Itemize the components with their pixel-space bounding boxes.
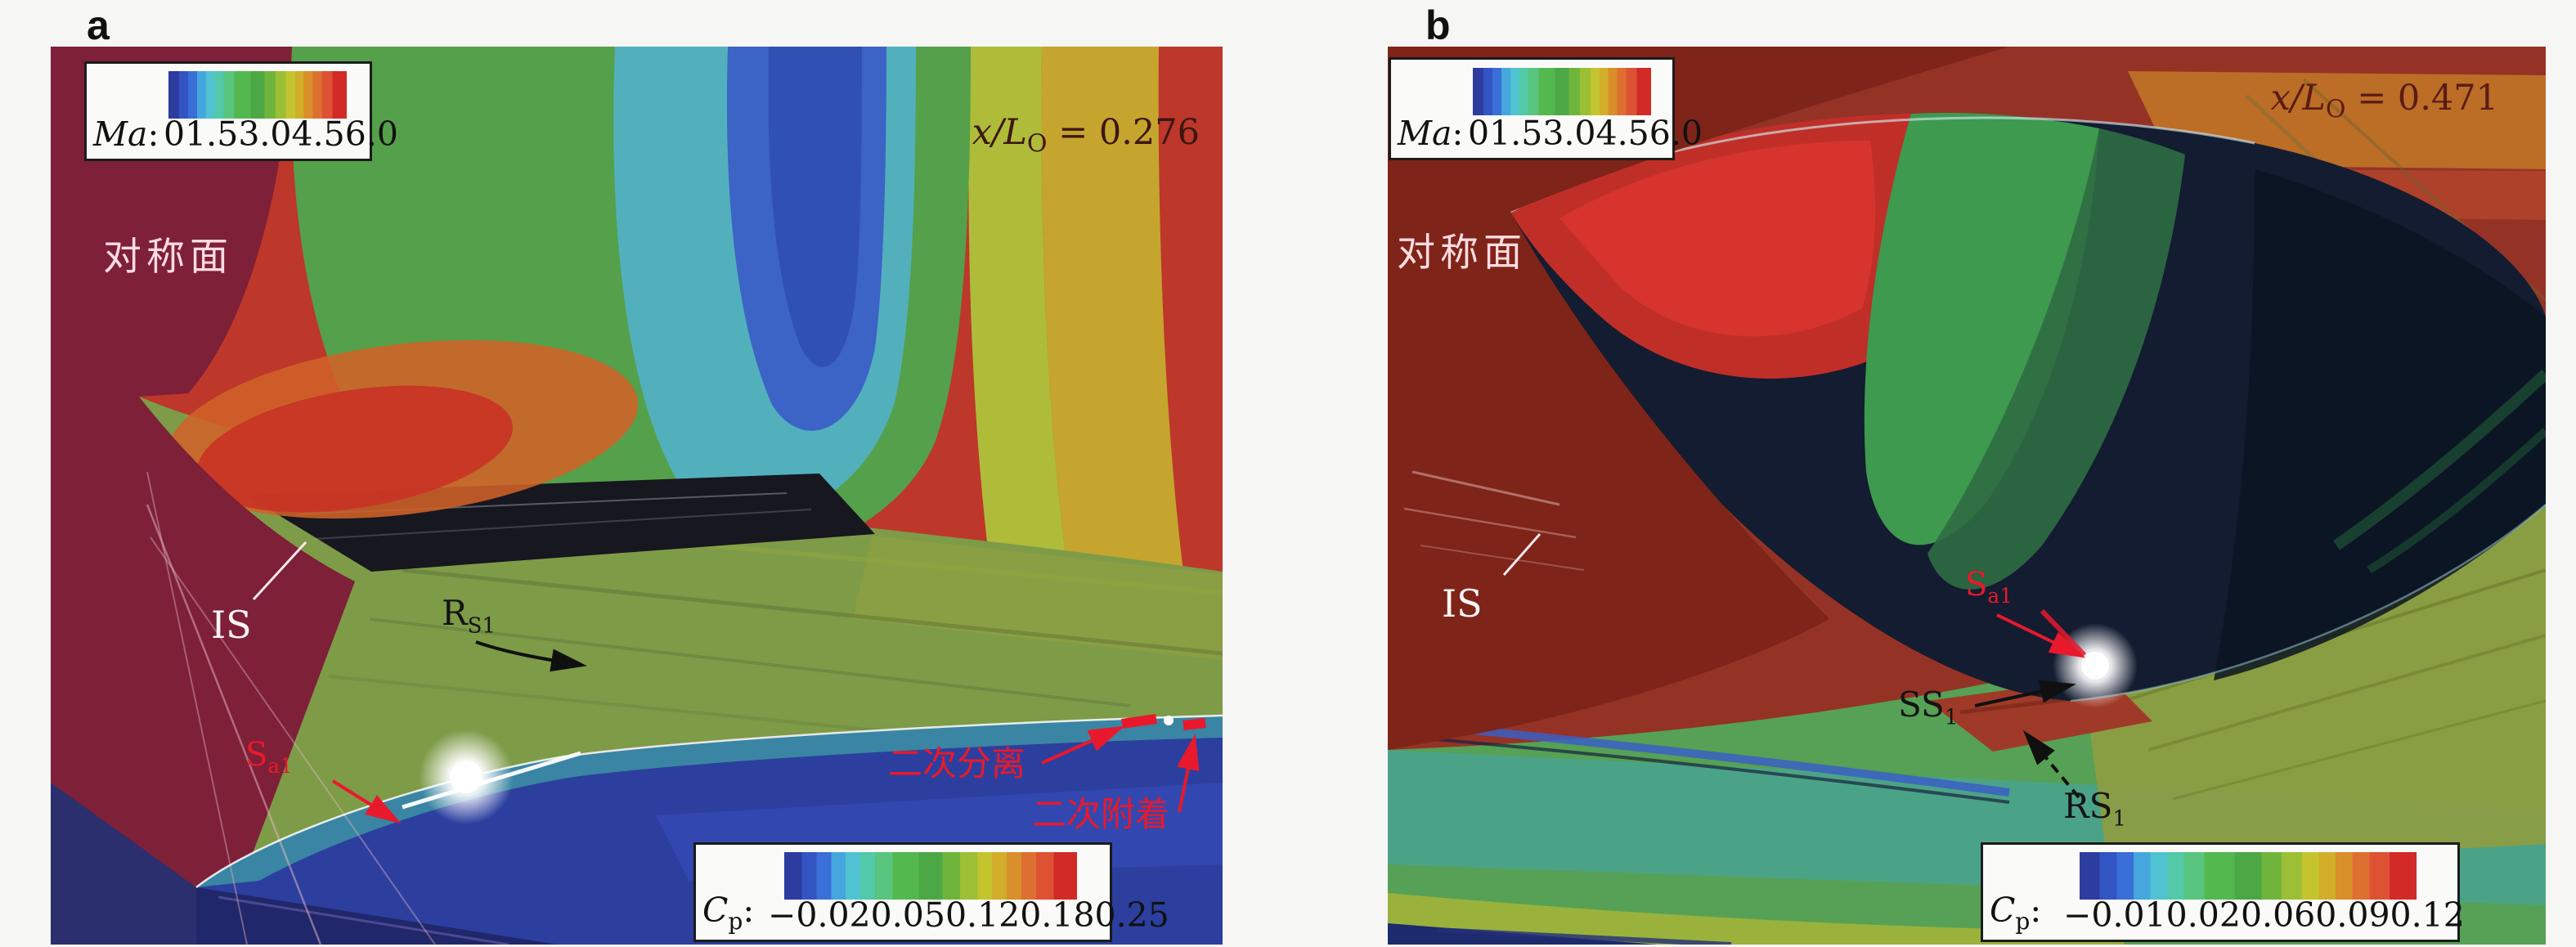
tick: 4.5	[1595, 114, 1649, 153]
sa1-arrow	[1996, 613, 2086, 658]
tick: 0	[164, 114, 186, 154]
tick: 0.18	[1020, 895, 1095, 935]
ma-legend-ticks: 0 1.5 3.0 4.5 6.0	[164, 114, 398, 154]
tick: 0.02	[2165, 895, 2241, 935]
tick: 0.05	[870, 895, 945, 935]
secondary-attachment-arrow	[1177, 734, 1200, 813]
secondary-separation-arrow	[1041, 725, 1125, 765]
ma-legend-label: Ma:	[93, 114, 159, 154]
tick: 6.0	[1649, 114, 1703, 153]
tick: 1.5	[1489, 114, 1543, 153]
cp-colorbar	[2080, 852, 2417, 900]
panel-a-tag: a	[87, 2, 110, 48]
rs1-arrow	[475, 640, 587, 672]
sa1-label: Sa1	[245, 736, 293, 778]
rs1-label: RS1	[2063, 786, 2126, 832]
rs1-arrow	[2022, 729, 2080, 799]
panel-b-contour-art	[1388, 47, 2546, 945]
rs1-label: RS1	[442, 593, 496, 639]
secondary-attachment-label: 二次附着	[1032, 795, 1170, 833]
panel-b-tag: b	[1425, 2, 1451, 48]
symmetry-plane-label: 对称面	[1397, 231, 1527, 274]
tick: 0.06	[2240, 895, 2316, 935]
tick: 0	[1468, 114, 1490, 153]
ma-colorbar-legend: Ma: 0 1.5 3.0 4.5 6.0	[84, 61, 398, 161]
panel-a-contour-art	[51, 47, 1223, 945]
is-label: IS	[211, 603, 252, 647]
is-pointer-line	[1502, 533, 1542, 576]
cp-colorbar-legend: Cp: −0.02 0.05 0.12 0.18 0.25	[693, 842, 1169, 942]
cp-legend-ticks: −0.01 0.02 0.06 0.09 0.12	[2063, 895, 2465, 935]
symmetry-plane-label: 对称面	[103, 235, 233, 278]
tick: 0.25	[1094, 895, 1169, 935]
tick: 4.5	[291, 114, 345, 154]
cp-colorbar	[784, 852, 1077, 900]
tick: 3.0	[1542, 114, 1596, 153]
tick: 3.0	[238, 114, 292, 154]
tick: −0.01	[2063, 895, 2166, 935]
ss1-arrow	[1974, 680, 2076, 707]
tick: 6.0	[344, 114, 398, 154]
panel-b: Ma: 0 1.5 3.0 4.5 6.0 x/LO = 0.471 对称面 IS Sa…	[1388, 47, 2546, 945]
cp-legend-ticks: −0.02 0.05 0.12 0.18 0.25	[768, 895, 1169, 935]
sa1-label: Sa1	[1965, 566, 2013, 608]
slice-position-label: x/LO = 0.471	[2270, 78, 2498, 124]
ss1-label: SS1	[1898, 684, 1959, 730]
tick: 0.12	[2390, 895, 2465, 935]
tick: −0.02	[768, 895, 871, 935]
cp-legend-label: Cp:	[702, 890, 755, 935]
cp-legend-label: Cp:	[1990, 890, 2042, 935]
tick: 0.12	[945, 895, 1021, 935]
ma-colorbar	[1473, 68, 1651, 115]
slice-position-label: x/LO = 0.276	[972, 112, 1200, 159]
is-pointer-line	[252, 541, 307, 601]
ma-colorbar-legend: Ma: 0 1.5 3.0 4.5 6.0	[1389, 57, 1703, 160]
ma-legend-label: Ma:	[1398, 114, 1464, 153]
tick: 1.5	[185, 114, 239, 154]
sa1-arrow	[331, 779, 402, 824]
ma-legend-ticks: 0 1.5 3.0 4.5 6.0	[1468, 114, 1703, 153]
secondary-separation-label: 二次分离	[888, 744, 1026, 783]
cp-colorbar-legend: Cp: −0.01 0.02 0.06 0.09 0.12	[1981, 842, 2465, 942]
ma-colorbar	[168, 71, 347, 119]
tick: 0.09	[2315, 895, 2390, 935]
panel-a: Ma: 0 1.5 3.0 4.5 6.0 x/LO = 0.276 对称面 IS RS…	[51, 47, 1223, 945]
is-label: IS	[1442, 581, 1483, 626]
